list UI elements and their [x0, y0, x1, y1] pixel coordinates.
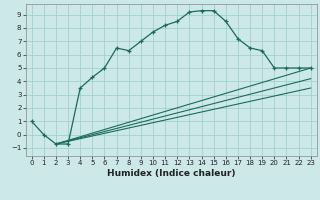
X-axis label: Humidex (Indice chaleur): Humidex (Indice chaleur)	[107, 169, 236, 178]
